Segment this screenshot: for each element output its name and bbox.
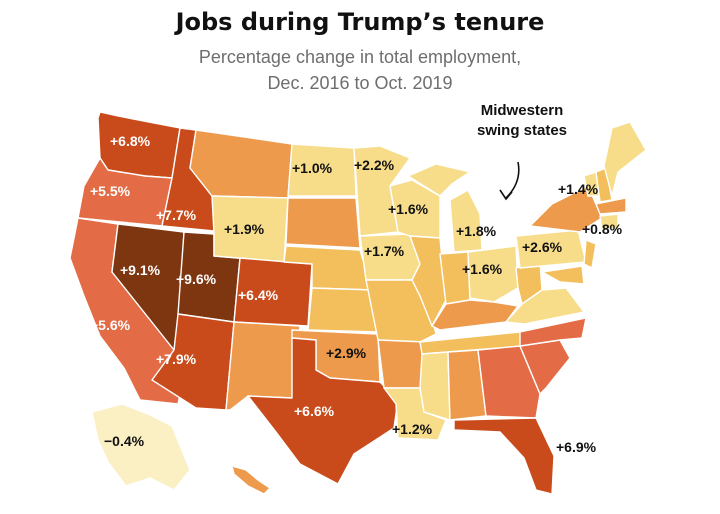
state-south-dakota [285, 197, 361, 249]
label-north-dakota: +1.0% [292, 160, 333, 176]
label-texas: +6.6% [294, 403, 335, 419]
subtitle-line-2: Dec. 2016 to Oct. 2019 [267, 73, 453, 93]
callout-line-2: swing states [476, 122, 568, 139]
label-idaho: +7.7% [156, 207, 197, 223]
label-wisconsin: +1.6% [388, 201, 429, 217]
state-mississippi [419, 351, 451, 421]
label-utah: +9.6% [176, 271, 217, 287]
state-illinois [409, 235, 447, 327]
state-new-hampshire [595, 167, 613, 203]
state-arkansas [377, 339, 427, 389]
state-alaska [91, 403, 191, 491]
state-virginia [505, 287, 585, 325]
callout-midwestern-swing-states: Midwestern swing states [452, 101, 592, 141]
state-new-york [529, 185, 603, 233]
chart-subtitle: Percentage change in total employment, D… [0, 44, 720, 96]
state-florida [453, 417, 555, 495]
label-oregon: +5.5% [90, 183, 131, 199]
state-new-jersey [583, 239, 597, 269]
label-michigan: +1.8% [456, 223, 497, 239]
state-north-carolina [519, 317, 587, 347]
state-north-dakota [287, 143, 357, 197]
state-maine [603, 121, 647, 197]
state-kansas [307, 287, 379, 333]
label-arizona: +7.9% [156, 351, 197, 367]
state-maryland [541, 265, 585, 285]
chart-title: Jobs during Trump’s tenure [175, 8, 545, 36]
state-ohio [467, 245, 519, 303]
label-iowa: +1.7% [364, 243, 405, 259]
label-colorado: +6.4% [238, 287, 279, 303]
label-connecticut: +0.8% [582, 221, 623, 237]
state-massachusetts [595, 197, 627, 215]
label-nevada: +9.1% [120, 262, 161, 278]
state-michigan-upper [407, 163, 471, 197]
label-wyoming: +1.9% [224, 221, 265, 237]
label-pennsylvania: +2.6% [522, 239, 563, 255]
label-oklahoma: +2.9% [326, 345, 367, 361]
label-minnesota: +2.2% [354, 157, 395, 173]
label-alaska: −0.4% [104, 433, 145, 449]
state-georgia [477, 345, 541, 419]
state-indiana [439, 251, 471, 305]
callout-arrowhead [499, 189, 513, 201]
callout-line-1: Midwestern [480, 102, 564, 119]
state-connecticut [599, 213, 619, 231]
label-maine: +1.4% [558, 181, 599, 197]
state-montana [189, 129, 293, 199]
label-louisiana: +1.2% [392, 421, 433, 437]
label-ohio: +1.6% [462, 261, 503, 277]
subtitle-line-1: Percentage change in total employment, [198, 47, 522, 67]
label-florida: +6.9% [556, 439, 597, 455]
label-california: +5.6% [90, 317, 131, 333]
label-washington: +6.8% [110, 133, 151, 149]
state-texas [247, 337, 399, 485]
state-michigan [449, 189, 483, 253]
state-hawaii [231, 465, 271, 495]
state-kentucky [431, 299, 519, 331]
